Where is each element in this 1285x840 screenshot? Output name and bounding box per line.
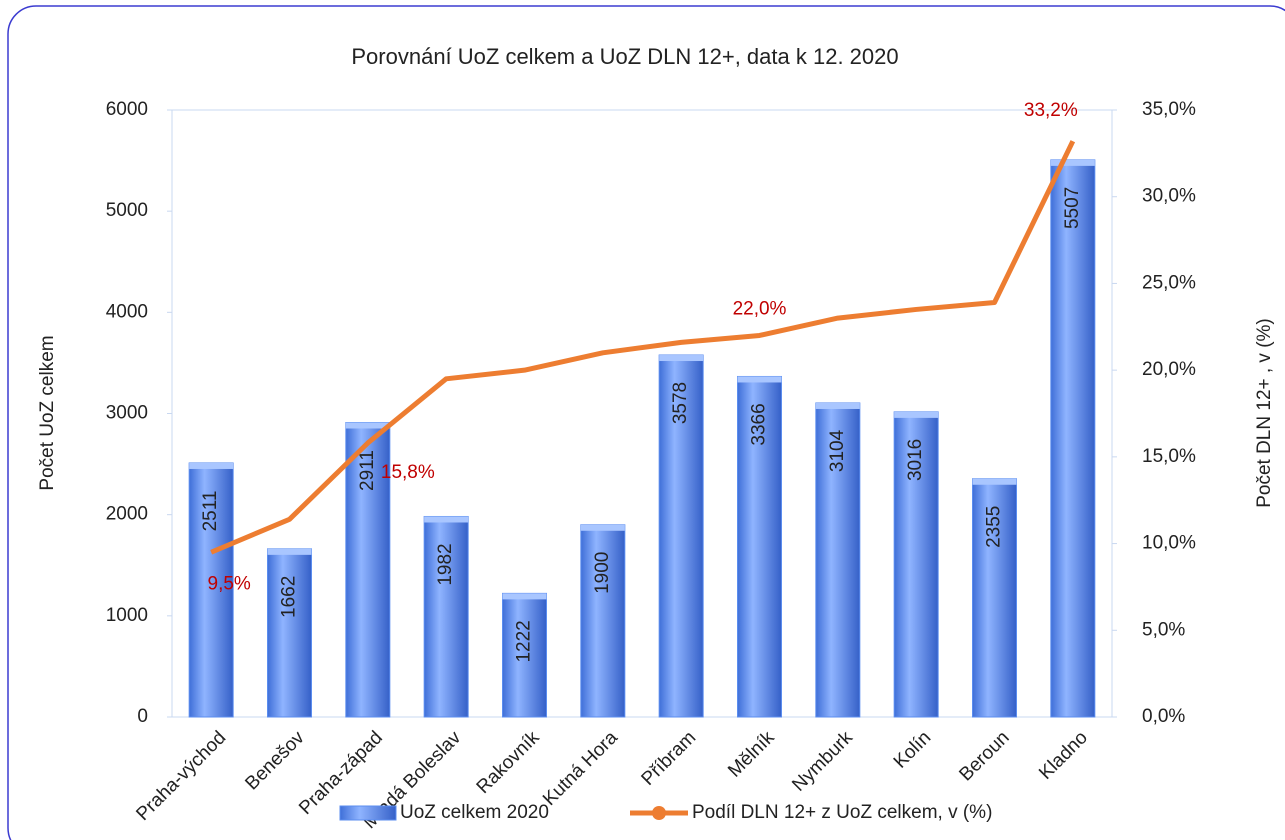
bar <box>658 354 704 718</box>
bar <box>972 478 1017 718</box>
bar <box>188 462 234 718</box>
bar <box>737 375 782 718</box>
line-value-label: 15,8% <box>381 462 435 483</box>
x-tick-label: Benešov <box>241 727 308 794</box>
bar <box>1050 159 1096 718</box>
plot-area <box>171 109 1113 718</box>
legend-item: Podíl DLN 12+ z UoZ celkem, v (%) <box>630 802 992 823</box>
x-tick-label: Příbram <box>638 727 701 790</box>
bar-value-label: 5507 <box>1062 187 1083 229</box>
x-tick-label: Mělník <box>724 727 779 782</box>
y-axis-label: Počet UoZ celkem <box>37 335 58 490</box>
bar-value-label: 3016 <box>905 439 926 481</box>
line-value-label: 9,5% <box>208 573 251 594</box>
legend-label: UoZ celkem 2020 <box>400 802 549 823</box>
line-value-label: 33,2% <box>1024 100 1078 121</box>
bar-cap <box>972 478 1017 485</box>
bar-value-label: 2511 <box>200 491 221 532</box>
x-tick-label: Kolín <box>890 727 935 772</box>
bar-value-label: 1900 <box>592 552 613 594</box>
y2-tick-label: 10,0% <box>1142 533 1196 554</box>
y-tick-label: 4000 <box>106 301 148 322</box>
y-tick-label: 2000 <box>106 504 148 525</box>
y2-axis-label: Počet DLN 12+ , v (%) <box>1254 318 1275 508</box>
bar-cap <box>737 376 782 383</box>
legend-label: Podíl DLN 12+ z UoZ celkem, v (%) <box>692 802 992 823</box>
legend-item: UoZ celkem 2020 <box>339 802 549 823</box>
x-tick-label: Rakovník <box>473 727 544 798</box>
x-tick-label: Kladno <box>1035 727 1092 784</box>
bar <box>267 548 312 718</box>
bar-value-label: 2355 <box>984 506 1005 548</box>
y2-tick-label: 20,0% <box>1142 359 1196 380</box>
bar-cap <box>894 411 939 418</box>
y2-tick-label: 25,0% <box>1142 272 1196 293</box>
bar <box>345 422 391 718</box>
bar-value-label: 3104 <box>827 429 848 472</box>
y-tick-label: 0 <box>137 706 148 727</box>
bar-cap <box>424 516 469 523</box>
y-tick-label: 1000 <box>106 605 148 626</box>
line-value-label: 22,0% <box>733 298 787 319</box>
y2-tick-label: 35,0% <box>1142 99 1196 120</box>
y-tick-label: 5000 <box>106 200 148 221</box>
legend-marker <box>652 806 666 820</box>
legend-swatch <box>339 805 397 821</box>
bar-cap <box>815 402 860 409</box>
bar-value-label: 1662 <box>279 576 300 618</box>
x-tick-label: Nymburk <box>788 727 857 796</box>
bar <box>423 515 469 718</box>
line <box>210 140 1076 555</box>
bar-cap <box>502 593 547 600</box>
y2-tick-label: 0,0% <box>1142 706 1185 727</box>
bar-value-label: 3578 <box>670 382 691 424</box>
bar-cap <box>267 548 312 555</box>
bar-value-label: 2911 <box>357 450 378 491</box>
y-tick-label: 3000 <box>106 403 148 424</box>
chart-title: Porovnání UoZ celkem a UoZ DLN 12+, data… <box>351 44 898 69</box>
y2-tick-label: 15,0% <box>1142 446 1196 467</box>
bar-value-label: 1982 <box>435 543 456 585</box>
x-tick-label: Kutná Hora <box>539 727 622 810</box>
bar-cap <box>659 355 704 362</box>
bar-cap <box>1050 159 1095 166</box>
bar-cap <box>345 422 390 429</box>
y2-tick-label: 30,0% <box>1142 186 1196 207</box>
x-tick-label: Beroun <box>955 727 1013 785</box>
bar-value-label: 3366 <box>749 403 770 445</box>
x-tick-label: Praha-východ <box>133 727 231 825</box>
bar <box>893 411 939 718</box>
y-tick-label: 6000 <box>106 99 148 120</box>
y2-tick-label: 5,0% <box>1142 619 1185 640</box>
bar-cap <box>189 462 234 469</box>
bar <box>580 524 626 718</box>
bar-cap <box>580 524 625 531</box>
frame <box>7 5 1285 840</box>
bar-value-label: 1222 <box>514 620 535 662</box>
